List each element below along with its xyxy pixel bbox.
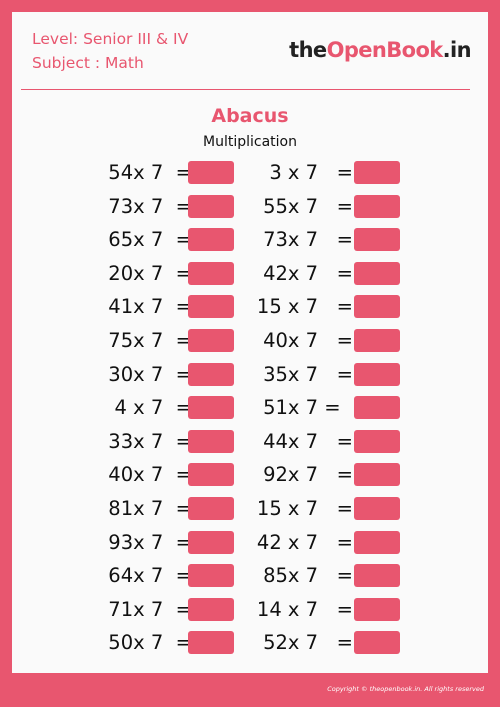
answer-box-left[interactable] [188,631,234,655]
answer-box-left[interactable] [188,564,234,588]
answer-box-left[interactable] [188,194,234,218]
brand-logo: theOpenBook.in [289,38,471,62]
header-divider [21,89,470,90]
problem-expression-right: 35x 7 = [263,362,353,386]
problem-expression-right: 15 x 7 = [256,496,353,520]
answer-box-left[interactable] [188,496,234,520]
copyright-footer: Copyright © theopenbook.in. All rights r… [327,685,484,693]
problem-row: 33x 7 = 44x 7 = [12,427,488,461]
problem-row: 4 x 7 = 51x 7 = [12,393,488,427]
subject-label: Subject : Math [32,54,144,72]
problem-expression-left: 93x 7 = [108,530,192,554]
problem-list: 54x 7 = 3 x 7 = 73x 7 = 55x 7 = 65x 7 = 73x 7… [12,158,488,662]
problem-row: 50x 7 = 52x 7 = [12,628,488,662]
problem-expression-right: 92x 7 = [263,463,353,487]
problem-expression-left: 50x 7 = [108,631,192,655]
problem-row: 81x 7 = 15 x 7 = [12,494,488,528]
problem-expression-right: 52x 7 = [263,631,353,655]
problem-expression-right: 15 x 7 = [256,295,353,319]
problem-expression-left: 4 x 7 = [114,396,193,420]
answer-box-left[interactable] [188,463,234,487]
answer-box-left[interactable] [188,261,234,285]
worksheet-page: Level: Senior III & IV Subject : Math th… [12,12,488,673]
answer-box-right[interactable] [354,463,400,487]
problem-expression-left: 20x 7 = [108,261,192,285]
answer-box-right[interactable] [354,597,400,621]
answer-box-left[interactable] [188,530,234,554]
problem-expression-right: 3 x 7 = [269,161,353,184]
answer-box-right[interactable] [354,496,400,520]
problem-expression-right: 85x 7 = [263,564,353,588]
answer-box-left[interactable] [188,597,234,621]
answer-box-right[interactable] [354,362,400,386]
answer-box-right[interactable] [354,328,400,352]
problem-expression-right: 14 x 7 = [256,597,353,621]
problem-row: 30x 7 = 35x 7 = [12,360,488,394]
answer-box-right[interactable] [354,396,400,420]
problem-row: 65x 7 = 73x 7 = [12,225,488,259]
answer-box-right[interactable] [354,429,400,453]
problem-row: 41x 7 = 15 x 7 = [12,292,488,326]
problem-row: 93x 7 = 42 x 7 = [12,528,488,562]
problem-expression-left: 41x 7 = [108,295,192,319]
problem-row: 64x 7 = 85x 7 = [12,561,488,595]
answer-box-right[interactable] [354,295,400,319]
answer-box-left[interactable] [188,396,234,420]
problem-expression-right: 55x 7 = [263,194,353,218]
answer-box-left[interactable] [188,161,234,184]
worksheet-subtitle: Multiplication [203,134,297,150]
problem-expression-left: 73x 7 = [108,194,192,218]
problem-expression-right: 44x 7 = [263,429,353,453]
answer-box-right[interactable] [354,194,400,218]
answer-box-right[interactable] [354,564,400,588]
problem-expression-right: 73x 7 = [263,228,353,252]
logo-text-in: .in [442,38,472,62]
worksheet-title: Abacus [211,105,289,127]
problem-expression-left: 64x 7 = [108,564,192,588]
problem-expression-left: 65x 7 = [108,228,192,252]
answer-box-left[interactable] [188,295,234,319]
problem-expression-right: 51x 7 = [263,396,353,420]
answer-box-left[interactable] [188,228,234,252]
problem-row: 54x 7 = 3 x 7 = [12,158,488,192]
answer-box-left[interactable] [188,328,234,352]
answer-box-left[interactable] [188,362,234,386]
answer-box-right[interactable] [354,530,400,554]
problem-row: 71x 7 = 14 x 7 = [12,595,488,629]
problem-expression-right: 40x 7 = [263,328,353,352]
problem-row: 75x 7 = 40x 7 = [12,326,488,360]
problem-expression-left: 54x 7 = [108,161,192,184]
level-label: Level: Senior III & IV [32,30,189,48]
answer-box-right[interactable] [354,228,400,252]
problem-row: 40x 7 = 92x 7 = [12,460,488,494]
logo-text-the: the [289,38,327,62]
problem-expression-left: 75x 7 = [108,328,192,352]
answer-box-right[interactable] [354,161,400,184]
problem-expression-right: 42 x 7 = [256,530,353,554]
answer-box-left[interactable] [188,429,234,453]
problem-expression-left: 30x 7 = [108,362,192,386]
answer-box-right[interactable] [354,631,400,655]
problem-expression-left: 33x 7 = [108,429,192,453]
problem-expression-right: 42x 7 = [263,261,353,285]
problem-expression-left: 81x 7 = [108,496,192,520]
problem-row: 73x 7 = 55x 7 = [12,192,488,226]
problem-row: 20x 7 = 42x 7 = [12,259,488,293]
logo-text-openbook: OpenBook [326,38,444,62]
problem-expression-left: 40x 7 = [108,463,192,487]
answer-box-right[interactable] [354,261,400,285]
problem-expression-left: 71x 7 = [108,597,192,621]
